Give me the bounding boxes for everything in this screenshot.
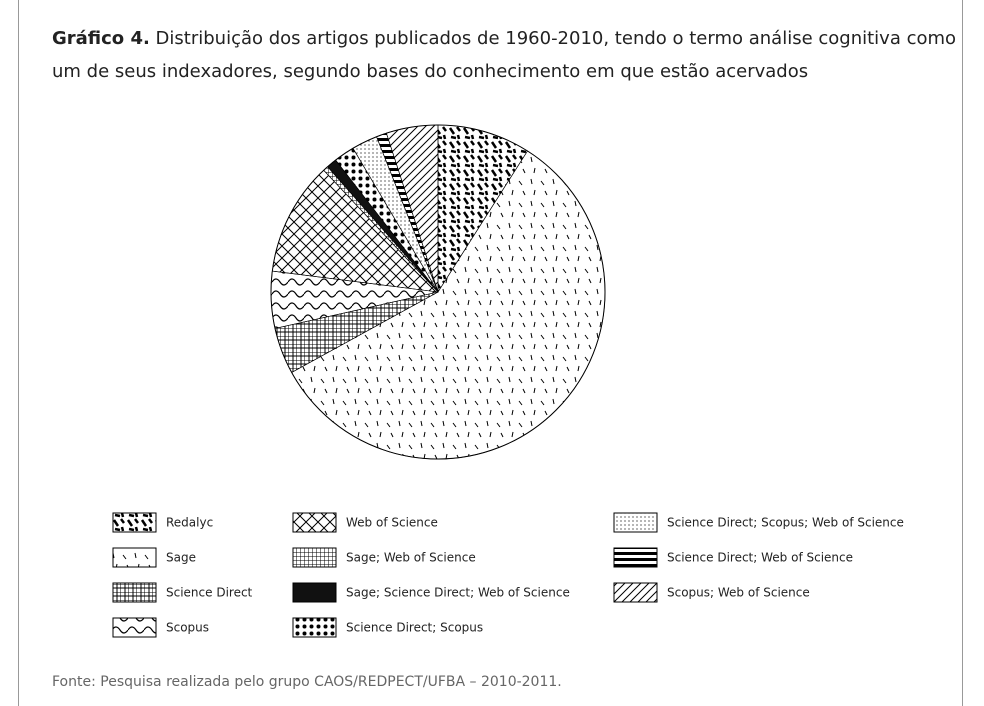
source: Fonte: Pesquisa realizada pelo grupo CAO… [52,674,562,690]
legend-swatch [112,617,157,638]
legend-swatch [112,512,157,533]
legend-swatch [112,547,157,568]
pie-outline [270,124,606,460]
legend-label: Sage [166,551,196,565]
frame [18,0,963,706]
legend-swatch [292,512,337,533]
legend-swatch [613,512,658,533]
legend-label: Science Direct [166,586,253,600]
legend-label: Web of Science [346,516,438,530]
legend-swatch [292,547,337,568]
legend-swatch [292,617,337,638]
legend-label: Science Direct; Scopus [346,621,483,635]
legend-label: Scopus [166,621,209,635]
legend-swatch [613,582,658,603]
legend-label: Scopus; Web of Science [667,586,810,600]
legend-swatch [292,582,337,603]
chart-title: Gráfico 4. Distribuição dos artigos publ… [52,22,962,88]
legend-swatch [613,547,658,568]
title-text: Distribuição dos artigos publicados de 1… [52,28,957,82]
legend-label: Science Direct; Web of Science [667,551,853,565]
legend-swatch [112,582,157,603]
legend-label: Sage; Science Direct; Web of Science [346,586,570,600]
legend-label: Redalyc [166,516,213,530]
legend-label: Sage; Web of Science [346,551,476,565]
legend-label: Science Direct; Scopus; Web of Science [667,516,904,530]
title-label: Gráfico 4. [52,28,150,49]
